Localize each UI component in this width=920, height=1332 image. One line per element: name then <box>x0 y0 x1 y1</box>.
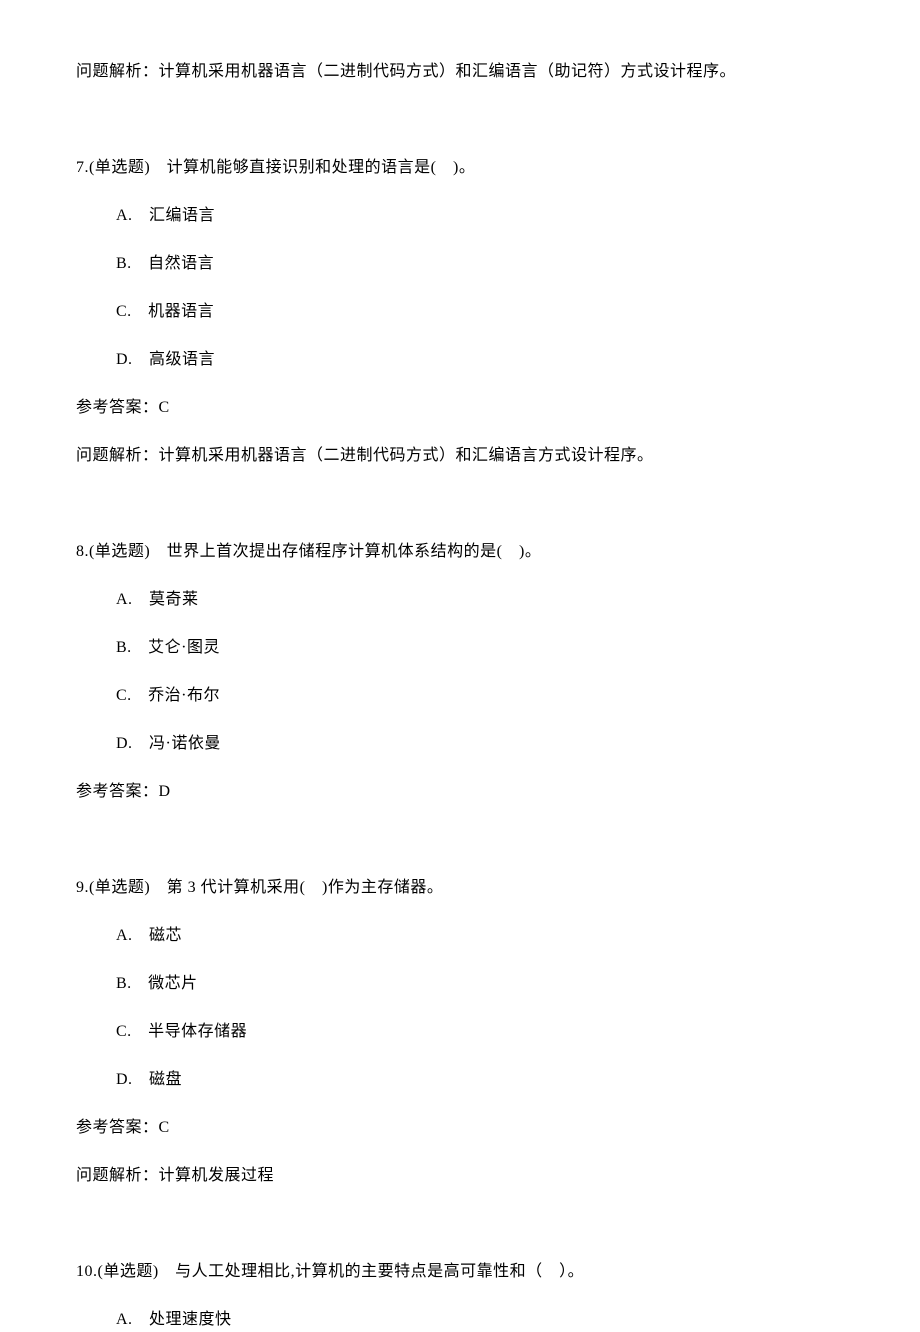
q7-option-d: D. 高级语言 <box>76 348 844 372</box>
q7-option-a: A. 汇编语言 <box>76 204 844 228</box>
spacer <box>76 108 844 156</box>
q8-option-b: B. 艾仑·图灵 <box>76 636 844 660</box>
q8-option-d: D. 冯·诺依曼 <box>76 732 844 756</box>
q7-stem: 7.(单选题) 计算机能够直接识别和处理的语言是( )。 <box>76 156 844 180</box>
q9-option-a: A. 磁芯 <box>76 924 844 948</box>
spacer <box>76 828 844 876</box>
spacer <box>76 492 844 540</box>
q10-stem: 10.(单选题) 与人工处理相比,计算机的主要特点是高可靠性和（ ）。 <box>76 1260 844 1284</box>
q9-stem: 9.(单选题) 第 3 代计算机采用( )作为主存储器。 <box>76 876 844 900</box>
q7-option-c: C. 机器语言 <box>76 300 844 324</box>
spacer <box>76 1212 844 1260</box>
q8-option-a: A. 莫奇莱 <box>76 588 844 612</box>
q9-option-d: D. 磁盘 <box>76 1068 844 1092</box>
q9-option-b: B. 微芯片 <box>76 972 844 996</box>
q8-stem: 8.(单选题) 世界上首次提出存储程序计算机体系结构的是( )。 <box>76 540 844 564</box>
q8-answer: 参考答案：D <box>76 780 844 804</box>
q7-answer: 参考答案：C <box>76 396 844 420</box>
q6-analysis: 问题解析：计算机采用机器语言（二进制代码方式）和汇编语言（助记符）方式设计程序。 <box>76 60 844 84</box>
q8-option-c: C. 乔治·布尔 <box>76 684 844 708</box>
q10-option-a: A. 处理速度快 <box>76 1308 844 1332</box>
q9-analysis: 问题解析：计算机发展过程 <box>76 1164 844 1188</box>
q9-option-c: C. 半导体存储器 <box>76 1020 844 1044</box>
q9-answer: 参考答案：C <box>76 1116 844 1140</box>
q7-analysis: 问题解析：计算机采用机器语言（二进制代码方式）和汇编语言方式设计程序。 <box>76 444 844 468</box>
q7-option-b: B. 自然语言 <box>76 252 844 276</box>
